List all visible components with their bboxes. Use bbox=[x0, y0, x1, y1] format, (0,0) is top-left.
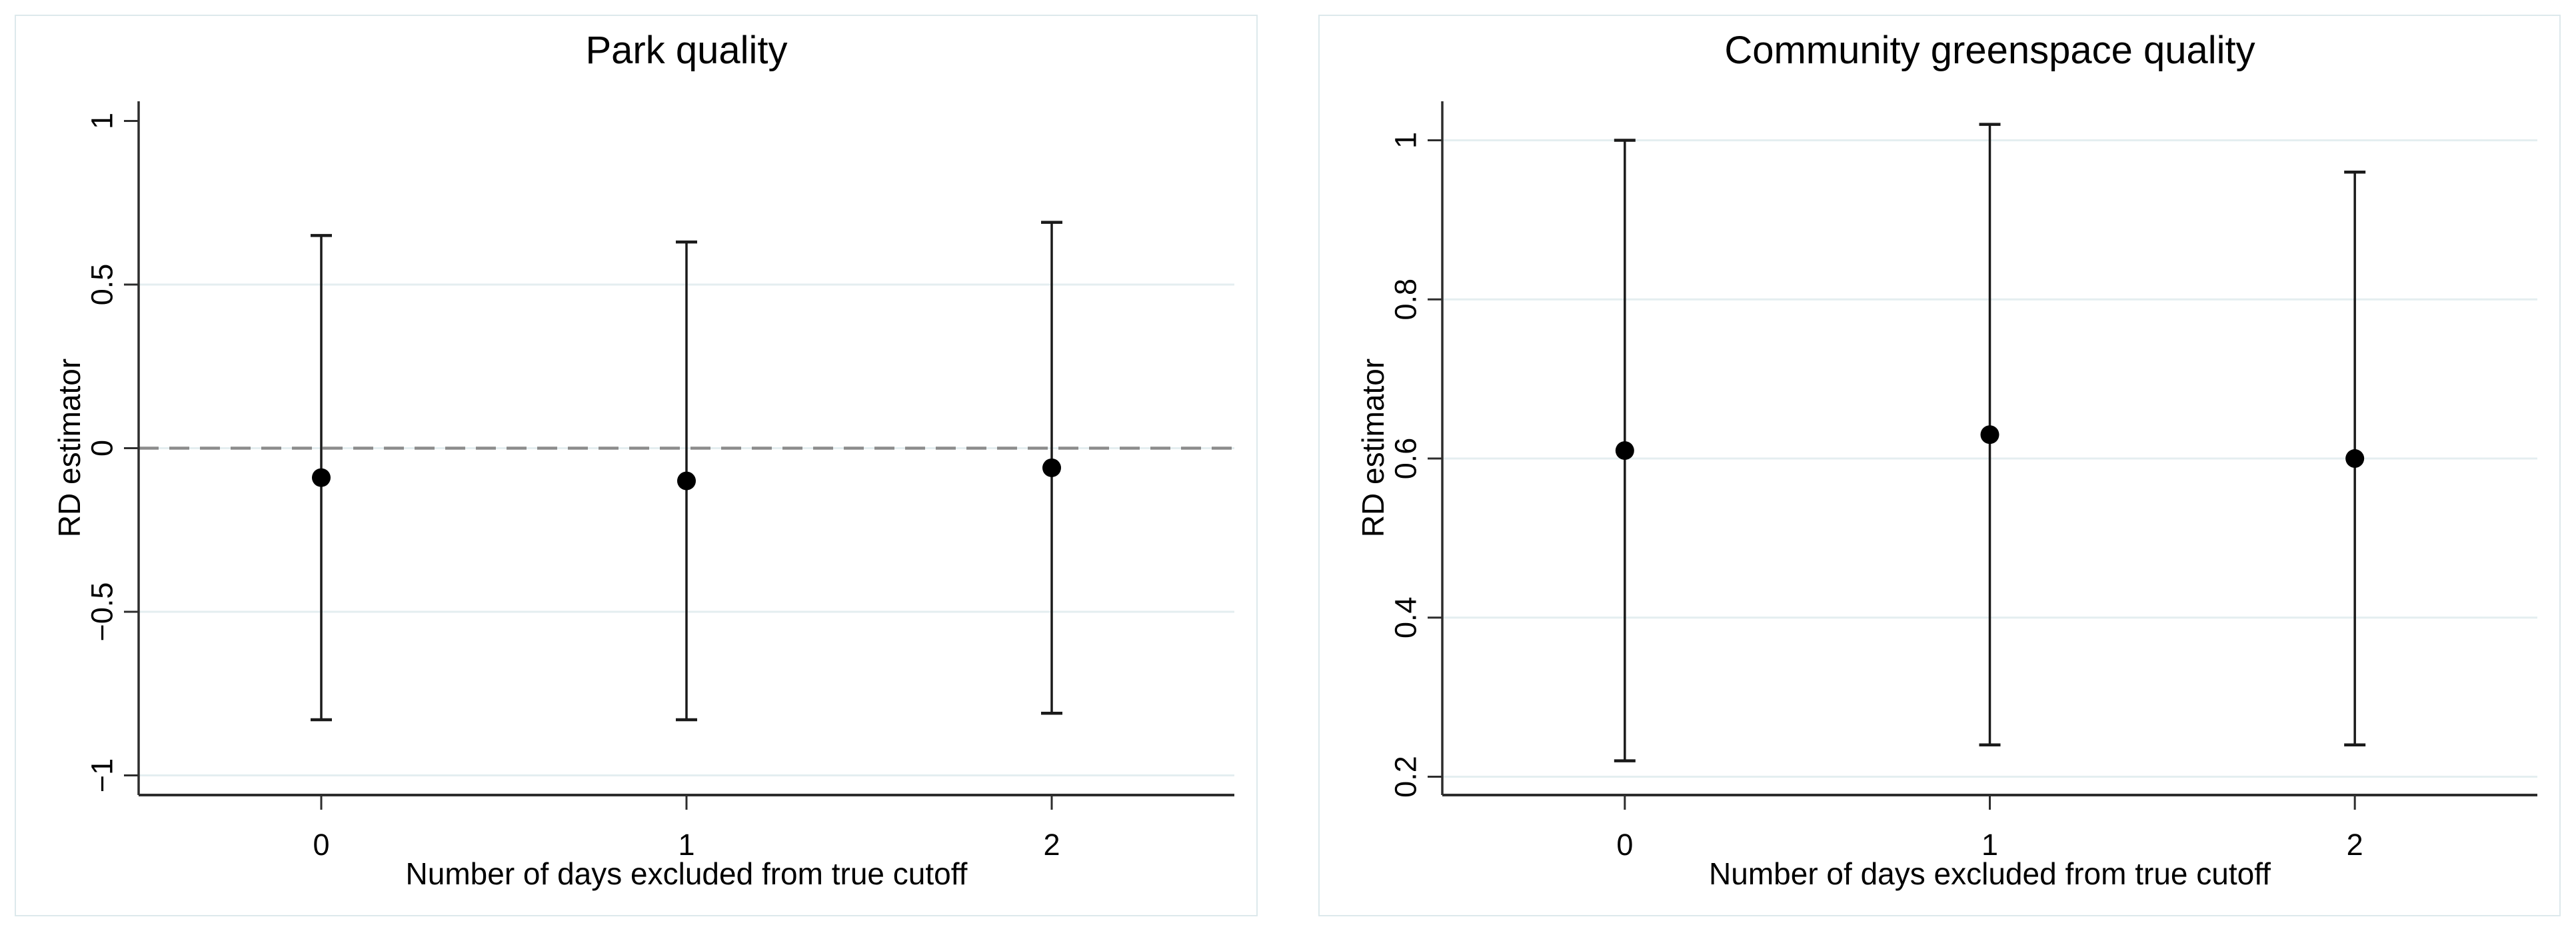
plot-area: 1 0.5 0 −0.5 −1 0 1 2 bbox=[15, 15, 1258, 916]
y-tick-label: 1 bbox=[1389, 132, 1423, 149]
data-point bbox=[1042, 458, 1061, 477]
x-axis-label: Number of days excluded from true cutoff bbox=[405, 856, 968, 891]
chart-title: Park quality bbox=[585, 29, 788, 72]
y-tick-label: 0 bbox=[85, 440, 119, 457]
x-tick-label: 0 bbox=[313, 828, 329, 862]
y-axis-label: RD estimator bbox=[1356, 358, 1390, 538]
plot-area: 1 0.8 0.6 0.4 0.2 0 1 2 bbox=[1318, 15, 2561, 916]
data-point bbox=[677, 471, 696, 490]
y-tick-label: −1 bbox=[85, 758, 119, 792]
panel-park-quality: 1 0.5 0 −0.5 −1 0 1 2 Park quality RD estimator… bbox=[15, 15, 1258, 916]
x-tick-label: 1 bbox=[678, 828, 694, 862]
y-axis-label: RD estimator bbox=[52, 358, 87, 538]
y-tick-label: 0.4 bbox=[1389, 596, 1423, 638]
panel-community-greenspace-quality: 1 0.8 0.6 0.4 0.2 0 1 2 Community greenspace qu… bbox=[1318, 15, 2561, 916]
data-point bbox=[1980, 425, 1999, 445]
x-tick-label: 2 bbox=[2347, 828, 2363, 862]
x-axis-label: Number of days excluded from true cutoff bbox=[1709, 856, 2271, 891]
y-tick-label: −0.5 bbox=[85, 582, 119, 642]
data-point bbox=[1615, 441, 1634, 461]
y-tick-label: 0.5 bbox=[85, 264, 119, 306]
y-tick-label: 1 bbox=[85, 113, 119, 129]
chart-title: Community greenspace quality bbox=[1724, 29, 2255, 72]
y-tick-label: 0.2 bbox=[1389, 756, 1423, 798]
x-tick-label: 0 bbox=[1616, 828, 1633, 862]
panel-border bbox=[15, 15, 1258, 916]
panel-border bbox=[1318, 15, 2561, 916]
data-point bbox=[2345, 449, 2365, 468]
y-tick-label: 0.8 bbox=[1389, 279, 1423, 321]
x-tick-label: 1 bbox=[1981, 828, 1998, 862]
x-tick-label: 2 bbox=[1043, 828, 1060, 862]
data-point bbox=[312, 468, 331, 487]
y-tick-label: 0.6 bbox=[1389, 438, 1423, 480]
